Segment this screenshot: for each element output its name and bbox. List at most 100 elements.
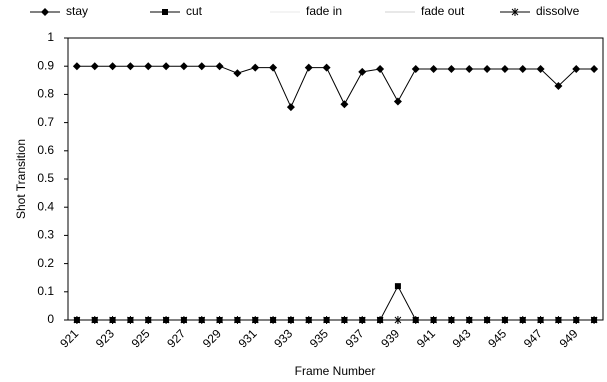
point xyxy=(411,316,420,324)
y-tick-label: 0.4 xyxy=(37,199,54,213)
point xyxy=(393,97,402,106)
point xyxy=(197,316,206,324)
legend-label: fade out xyxy=(421,4,465,18)
y-axis-label: Shot Transition xyxy=(14,139,28,219)
point xyxy=(554,81,563,90)
x-axis-label: Frame Number xyxy=(295,364,376,378)
x-tick-label: 941 xyxy=(414,326,438,350)
point xyxy=(162,62,171,71)
x-tick-label: 923 xyxy=(93,326,117,350)
point xyxy=(590,316,599,324)
point xyxy=(90,316,99,324)
point xyxy=(536,65,545,74)
point xyxy=(322,63,331,72)
point xyxy=(197,62,206,71)
point xyxy=(72,316,81,324)
point xyxy=(215,316,224,324)
point xyxy=(483,65,492,74)
point xyxy=(500,316,509,324)
x-tick-label: 945 xyxy=(485,326,509,350)
y-tick-label: 0.8 xyxy=(37,87,54,101)
x-tick-label: 933 xyxy=(271,326,295,350)
point xyxy=(447,65,456,74)
point xyxy=(483,316,492,324)
point xyxy=(358,316,367,324)
point xyxy=(251,316,260,324)
point xyxy=(162,316,171,324)
point xyxy=(465,65,474,74)
legend-label: dissolve xyxy=(536,4,580,18)
point xyxy=(376,316,385,324)
x-tick-label: 949 xyxy=(557,326,581,350)
point xyxy=(465,316,474,324)
plot-frame xyxy=(67,37,604,321)
y-tick-label: 0.1 xyxy=(37,284,54,298)
point xyxy=(108,316,117,324)
x-tick-label: 947 xyxy=(521,326,545,350)
point xyxy=(162,9,168,15)
point xyxy=(251,63,260,72)
point xyxy=(572,316,581,324)
point xyxy=(72,62,81,71)
point xyxy=(233,316,242,324)
series-line xyxy=(76,65,595,109)
point xyxy=(358,67,367,76)
point xyxy=(590,65,599,74)
y-tick-label: 0.3 xyxy=(37,228,54,242)
point xyxy=(572,65,581,74)
point xyxy=(304,316,313,324)
point xyxy=(41,8,49,16)
point xyxy=(179,316,188,324)
legend-label: stay xyxy=(66,4,88,18)
y-tick-label: 0.2 xyxy=(37,256,54,270)
point xyxy=(511,8,519,16)
point xyxy=(376,65,385,74)
point xyxy=(90,62,99,71)
point xyxy=(144,62,153,71)
point xyxy=(286,103,295,112)
point xyxy=(429,316,438,324)
point xyxy=(447,316,456,324)
point xyxy=(144,316,153,324)
x-tick-label: 937 xyxy=(343,326,367,350)
y-tick-label: 1 xyxy=(47,30,54,44)
point xyxy=(429,65,438,74)
point xyxy=(108,62,117,71)
x-tick-label: 943 xyxy=(450,326,474,350)
y-tick-label: 0.6 xyxy=(37,143,54,157)
x-tick-label: 939 xyxy=(378,326,402,350)
point xyxy=(304,63,313,72)
point xyxy=(179,62,188,71)
point xyxy=(411,65,420,74)
y-tick-label: 0 xyxy=(47,312,54,326)
point xyxy=(340,316,349,324)
x-tick-label: 931 xyxy=(236,326,260,350)
x-tick-label: 921 xyxy=(57,326,81,350)
point xyxy=(394,283,401,290)
point xyxy=(126,62,135,71)
series-line xyxy=(76,285,595,321)
point xyxy=(500,65,509,74)
y-tick-label: 0.9 xyxy=(37,58,54,72)
point xyxy=(536,316,545,324)
point xyxy=(340,100,349,109)
point xyxy=(215,62,224,71)
point xyxy=(269,63,278,72)
point xyxy=(554,316,563,324)
point xyxy=(286,316,295,324)
y-tick-label: 0.5 xyxy=(37,171,54,185)
x-tick-label: 927 xyxy=(164,326,188,350)
y-tick-label: 0.7 xyxy=(37,115,54,129)
point xyxy=(518,65,527,74)
legend-label: cut xyxy=(186,4,203,18)
x-tick-label: 935 xyxy=(307,326,331,350)
point xyxy=(518,316,527,324)
legend-label: fade in xyxy=(306,4,342,18)
x-tick-label: 929 xyxy=(200,326,224,350)
x-tick-label: 925 xyxy=(129,326,153,350)
point xyxy=(126,316,135,324)
point xyxy=(322,316,331,324)
point xyxy=(393,316,402,324)
